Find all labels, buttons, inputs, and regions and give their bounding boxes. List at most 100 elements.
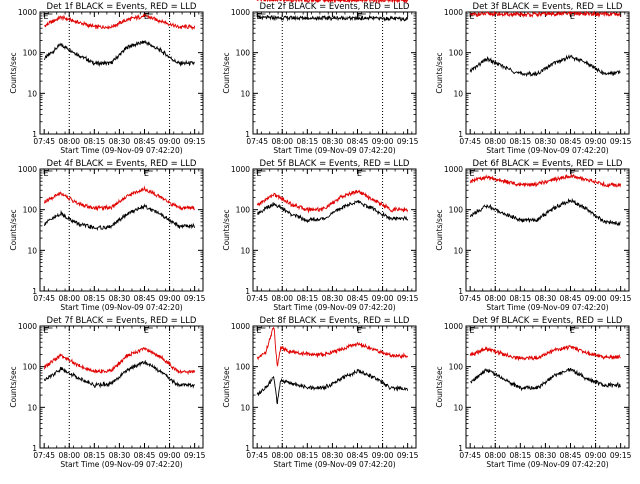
detector-panel-5: Det 5f BLACK = Events, RED = LLD 1 10 100 10… — [222, 159, 419, 312]
x-tick-label: 08:00 — [484, 451, 506, 460]
x-axis-label: Start Time (09-Nov-09 07:42:20) — [60, 146, 182, 155]
y-tick-label: 1000 — [231, 322, 250, 331]
y-tick-label: 10 — [27, 246, 37, 255]
x-tick-label: 08:00 — [58, 137, 80, 146]
y-tick-label: 1000 — [444, 165, 463, 174]
detector-panel-6: Det 6f BLACK = Events, RED = LLD 1 10 100 10… — [435, 159, 632, 312]
x-tick-label: 09:15 — [184, 294, 206, 303]
y-tick-label: 100 — [449, 49, 464, 58]
panel-title: Det 7f BLACK = Events, RED = LLD — [47, 316, 197, 326]
x-tick-label: 09:00 — [585, 451, 607, 460]
plot-frame — [465, 11, 630, 135]
x-tick-label: 08:45 — [347, 451, 369, 460]
y-tick-label: 1000 — [231, 165, 250, 174]
detector-panel-3: Det 3f BLACK = Events, RED = LLD 1 10 100 10… — [435, 2, 632, 155]
x-tick-label: 08:45 — [560, 137, 582, 146]
x-tick-label: 08:30 — [109, 294, 131, 303]
x-tick-label: 08:45 — [347, 137, 369, 146]
x-tick-label: 09:15 — [184, 451, 206, 460]
y-tick-label: 10 — [453, 403, 463, 412]
detector-panel-2: Det 2f BLACK = Events, RED = LLD 1 10 100 10… — [222, 0, 419, 155]
y-tick-label: 10 — [27, 403, 37, 412]
x-tick-label: 09:00 — [585, 294, 607, 303]
x-tick-label: 09:15 — [397, 294, 419, 303]
series-events — [43, 359, 195, 389]
y-tick-label: 1000 — [444, 322, 463, 331]
e-marker: E — [257, 326, 262, 335]
x-tick-label: 08:15 — [510, 451, 532, 460]
e-marker: E — [470, 12, 475, 21]
y-tick-label: 10 — [240, 89, 250, 98]
plot-frame — [252, 168, 417, 292]
x-axis-label: Start Time (09-Nov-09 07:42:20) — [273, 146, 395, 155]
plot-frame — [252, 325, 417, 449]
x-tick-label: 07:45 — [459, 294, 481, 303]
x-axis-label: Start Time (09-Nov-09 07:42:20) — [486, 303, 608, 312]
x-tick-label: 07:45 — [33, 451, 55, 460]
y-axis-label: Counts/sec — [222, 209, 231, 250]
y-tick-label: 100 — [236, 49, 251, 58]
panel-title: Det 6f BLACK = Events, RED = LLD — [473, 159, 623, 169]
y-tick-label: 1 — [458, 287, 463, 296]
x-tick-label: 08:00 — [271, 294, 293, 303]
x-tick-label: 08:45 — [560, 451, 582, 460]
y-tick-label: 100 — [236, 206, 251, 215]
x-tick-label: 08:30 — [322, 294, 344, 303]
y-tick-label: 1 — [32, 130, 37, 139]
e-marker: E — [470, 326, 475, 335]
panel-title: Det 5f BLACK = Events, RED = LLD — [260, 159, 410, 169]
series-events — [43, 203, 196, 232]
panel-title: Det 9f BLACK = Events, RED = LLD — [473, 316, 623, 326]
plot-frame — [465, 168, 630, 292]
x-tick-label: 08:45 — [347, 294, 369, 303]
series-events — [469, 367, 621, 392]
series-lld — [469, 344, 621, 362]
x-tick-label: 07:45 — [246, 451, 268, 460]
y-tick-label: 1 — [245, 444, 250, 453]
series-lld — [469, 173, 622, 188]
x-tick-label: 08:15 — [297, 294, 319, 303]
y-axis-label: Counts/sec — [9, 52, 18, 93]
x-tick-label: 08:00 — [58, 294, 80, 303]
y-axis-label: Counts/sec — [435, 209, 444, 250]
y-tick-label: 10 — [240, 246, 250, 255]
x-tick-label: 08:45 — [560, 294, 582, 303]
y-tick-label: 100 — [23, 49, 38, 58]
y-tick-label: 1000 — [18, 165, 37, 174]
x-tick-label: 09:00 — [372, 137, 394, 146]
e-marker: E — [357, 326, 362, 335]
x-tick-label: 07:45 — [33, 294, 55, 303]
y-tick-label: 100 — [236, 363, 251, 372]
panel-title: Det 8f BLACK = Events, RED = LLD — [260, 316, 410, 326]
y-tick-label: 1000 — [18, 8, 37, 17]
y-tick-label: 100 — [449, 363, 464, 372]
panel-title: Det 4f BLACK = Events, RED = LLD — [47, 159, 197, 169]
series-lld — [256, 189, 409, 214]
x-tick-label: 07:45 — [246, 294, 268, 303]
x-tick-label: 08:30 — [535, 451, 557, 460]
detector-panel-7: Det 7f BLACK = Events, RED = LLD 1 10 100 10… — [9, 316, 206, 469]
e-marker: E — [44, 12, 49, 21]
y-tick-label: 10 — [240, 403, 250, 412]
detector-panel-1: Det 1f BLACK = Events, RED = LLD 1 10 100 10… — [9, 2, 206, 155]
e-marker: E — [570, 326, 575, 335]
y-tick-label: 10 — [453, 89, 463, 98]
series-events — [256, 14, 409, 22]
e-marker: E — [144, 169, 149, 178]
plot-frame — [39, 325, 204, 449]
series-events — [257, 200, 409, 224]
panel-title: Det 2f BLACK = Events, RED = LLD — [260, 2, 410, 12]
x-tick-label: 08:30 — [322, 451, 344, 460]
x-tick-label: 09:15 — [610, 451, 632, 460]
plot-frame — [252, 11, 417, 135]
x-tick-label: 09:15 — [184, 137, 206, 146]
series-lld — [43, 13, 196, 31]
y-tick-label: 1 — [32, 287, 37, 296]
series-lld — [256, 0, 409, 5]
x-tick-label: 08:45 — [134, 294, 156, 303]
y-tick-label: 100 — [449, 206, 464, 215]
x-axis-label: Start Time (09-Nov-09 07:42:20) — [273, 303, 395, 312]
series-events — [256, 368, 409, 405]
x-tick-label: 09:15 — [397, 451, 419, 460]
